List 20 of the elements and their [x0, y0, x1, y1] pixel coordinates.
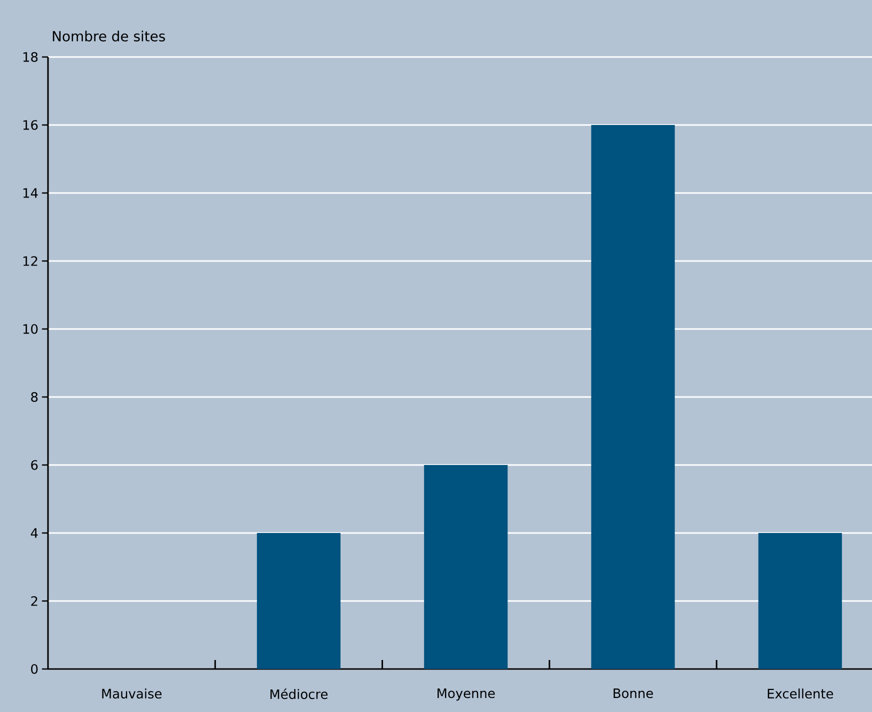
- y-tick-label: 16: [23, 120, 38, 130]
- bar: [758, 533, 842, 669]
- y-tick-label: 6: [31, 460, 38, 470]
- x-tick-label: Excellente: [768, 688, 834, 699]
- y-tick-label: 4: [30, 528, 38, 538]
- bar: [256, 533, 340, 669]
- y-tick-label: 8: [31, 392, 38, 402]
- y-tick-label: 14: [23, 188, 38, 198]
- bar: [424, 464, 508, 669]
- x-tick-label: Moyenne: [438, 688, 495, 701]
- y-tick-label: 18: [23, 52, 38, 62]
- x-tick-label: Bonne: [614, 688, 653, 698]
- x-tick-label: Mauvaise: [102, 688, 162, 699]
- y-tick-label: 10: [23, 324, 38, 334]
- y-tick-label: 12: [23, 256, 38, 266]
- y-axis-title: Nombre de sites: [52, 30, 166, 42]
- y-tick-label: 0: [31, 664, 38, 674]
- bar: [591, 124, 675, 669]
- y-tick-label: 2: [31, 596, 38, 606]
- x-tick-label: Médiocre: [270, 688, 328, 700]
